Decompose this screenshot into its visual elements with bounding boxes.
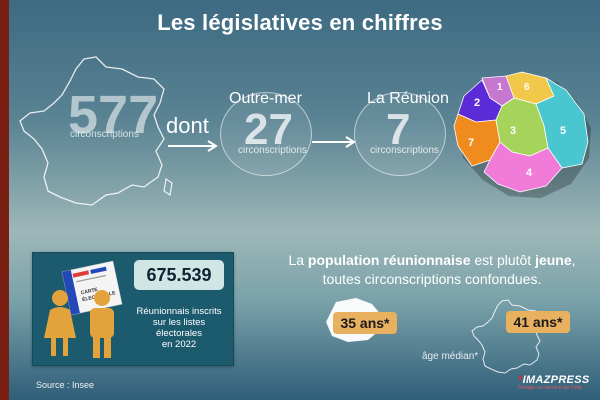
age-badge-france: 41 ans* <box>506 311 570 333</box>
age-badge-reunion: 35 ans* <box>333 312 397 334</box>
district-label-6: 6 <box>524 82 530 93</box>
outre-mer-circle <box>220 92 312 176</box>
district-label-3: 3 <box>510 125 516 137</box>
arrow-right-icon <box>312 136 356 148</box>
card-text-line-1: CARTE <box>80 287 99 297</box>
page-title: Les législatives en chiffres <box>157 10 443 35</box>
logo-tagline: l'image au service de l'info <box>518 385 583 391</box>
france-circonscriptions-count: 577 <box>68 85 159 145</box>
population-text: , <box>571 252 576 268</box>
reunion-count: 7 <box>386 105 411 154</box>
district-label-1: 1 <box>497 82 503 93</box>
france-map-outline <box>19 56 173 206</box>
reunion-label: La Réunion <box>367 90 449 107</box>
population-text-line-2: toutes circonscriptions confondues. <box>322 271 542 287</box>
district-4 <box>483 141 563 193</box>
outre-mer-label: Outre-mer <box>229 90 302 107</box>
france-small-outline <box>471 299 541 374</box>
left-accent-bar <box>0 0 9 400</box>
arrow-right-icon <box>168 140 218 152</box>
outre-mer-count: 27 <box>244 105 293 154</box>
district-label-5: 5 <box>560 125 566 137</box>
voter-card-illustration: CARTE ÉLECTORALE <box>44 260 123 358</box>
voters-desc-line: électorales <box>156 328 202 339</box>
median-age-label: âge médian* <box>422 351 479 362</box>
population-text: La <box>288 252 308 268</box>
district-label-2: 2 <box>474 97 480 109</box>
population-text: est plutôt <box>470 252 536 268</box>
reunion-unit: circonscriptions <box>370 145 439 156</box>
population-text-bold: jeune <box>535 252 572 268</box>
voters-count-badge: 675.539 <box>134 260 224 290</box>
population-text-bold: population réunionnaise <box>307 252 471 268</box>
source-note: Source : Insee <box>36 380 95 390</box>
district-label-7: 7 <box>468 137 474 149</box>
population-statement: La population réunionnaise est plutôt je… <box>262 251 600 289</box>
outre-mer-unit: circonscriptions <box>238 145 307 156</box>
connector-text: dont <box>166 113 209 138</box>
voters-desc-line: en 2022 <box>161 339 197 350</box>
france-circonscriptions-unit: circonscriptions <box>70 129 139 140</box>
reunion-circle <box>354 92 446 176</box>
reunion-district-map: 1 2 3 4 5 6 7 <box>453 71 591 198</box>
imazpress-logo: *IMAZPRESS l'image au service de l'info <box>518 374 596 396</box>
voters-desc-line: Réunionnais inscrits <box>136 306 222 317</box>
voters-desc-line: sur les listes <box>152 317 206 328</box>
district-label-4: 4 <box>526 167 533 179</box>
voters-description: Réunionnais inscrits sur les listes élec… <box>134 306 224 350</box>
logo-name: *IMAZPRESS <box>518 374 590 386</box>
